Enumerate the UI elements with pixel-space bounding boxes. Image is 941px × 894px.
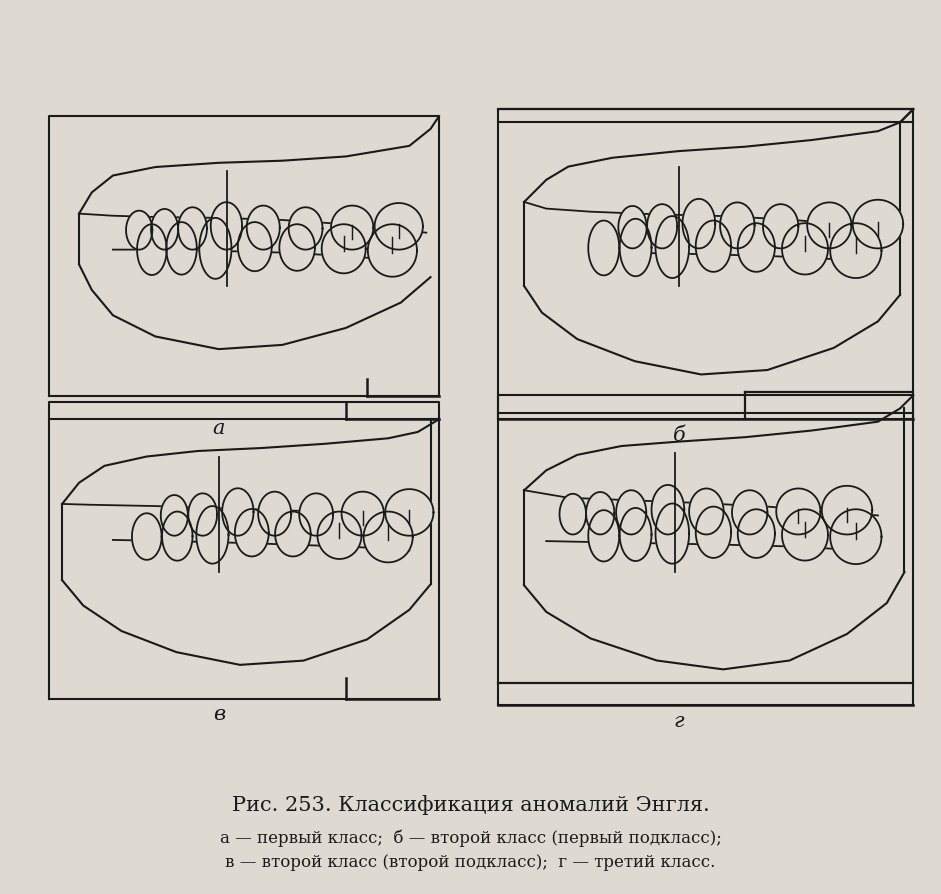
Polygon shape xyxy=(152,209,178,249)
Polygon shape xyxy=(720,202,755,249)
Polygon shape xyxy=(275,511,311,556)
Polygon shape xyxy=(199,218,231,279)
Polygon shape xyxy=(821,485,872,535)
Polygon shape xyxy=(782,510,828,561)
Polygon shape xyxy=(178,207,207,249)
Polygon shape xyxy=(299,493,333,536)
Text: Рис. 253. Классификация аномалий Энгля.: Рис. 253. Классификация аномалий Энгля. xyxy=(231,795,710,814)
Text: в — второй класс (второй подкласс);  г — третий класс.: в — второй класс (второй подкласс); г — … xyxy=(225,854,716,872)
Text: б: б xyxy=(673,426,685,445)
Polygon shape xyxy=(161,495,188,536)
Polygon shape xyxy=(776,488,821,535)
Polygon shape xyxy=(375,203,423,249)
Polygon shape xyxy=(689,488,724,535)
Text: в: в xyxy=(213,704,225,724)
Polygon shape xyxy=(682,198,715,249)
Polygon shape xyxy=(132,513,162,560)
Polygon shape xyxy=(853,199,903,249)
Polygon shape xyxy=(738,224,774,272)
Polygon shape xyxy=(331,206,374,249)
Polygon shape xyxy=(588,510,619,561)
Polygon shape xyxy=(586,492,614,535)
Text: а: а xyxy=(213,418,225,438)
Polygon shape xyxy=(807,202,852,249)
Polygon shape xyxy=(651,485,684,535)
Polygon shape xyxy=(620,219,651,276)
Polygon shape xyxy=(238,222,272,271)
Polygon shape xyxy=(279,224,315,271)
Polygon shape xyxy=(732,490,767,535)
Polygon shape xyxy=(647,204,678,249)
Polygon shape xyxy=(738,510,774,558)
Polygon shape xyxy=(322,224,366,274)
Text: а — первый класс;  б — второй класс (первый подкласс);: а — первый класс; б — второй класс (перв… xyxy=(219,830,722,848)
Polygon shape xyxy=(616,490,646,535)
Polygon shape xyxy=(258,492,291,536)
Polygon shape xyxy=(656,216,689,278)
Polygon shape xyxy=(695,507,731,558)
Polygon shape xyxy=(618,206,646,249)
Polygon shape xyxy=(167,222,197,274)
Polygon shape xyxy=(247,206,279,249)
Polygon shape xyxy=(317,511,361,559)
Text: г: г xyxy=(674,712,684,731)
Polygon shape xyxy=(235,509,269,556)
Polygon shape xyxy=(560,493,586,535)
Polygon shape xyxy=(385,489,434,536)
Polygon shape xyxy=(588,221,619,275)
Polygon shape xyxy=(126,211,152,249)
Polygon shape xyxy=(763,204,798,249)
Polygon shape xyxy=(289,207,323,249)
Polygon shape xyxy=(162,511,193,561)
Polygon shape xyxy=(830,224,882,278)
Polygon shape xyxy=(782,224,828,274)
Polygon shape xyxy=(188,493,217,536)
Polygon shape xyxy=(222,488,253,536)
Polygon shape xyxy=(368,224,417,277)
Polygon shape xyxy=(363,511,413,562)
Polygon shape xyxy=(695,221,731,272)
Polygon shape xyxy=(342,492,384,536)
Polygon shape xyxy=(197,506,229,563)
Polygon shape xyxy=(656,503,689,563)
Polygon shape xyxy=(211,202,242,249)
Polygon shape xyxy=(830,510,882,564)
Polygon shape xyxy=(137,224,167,275)
Polygon shape xyxy=(620,508,651,561)
